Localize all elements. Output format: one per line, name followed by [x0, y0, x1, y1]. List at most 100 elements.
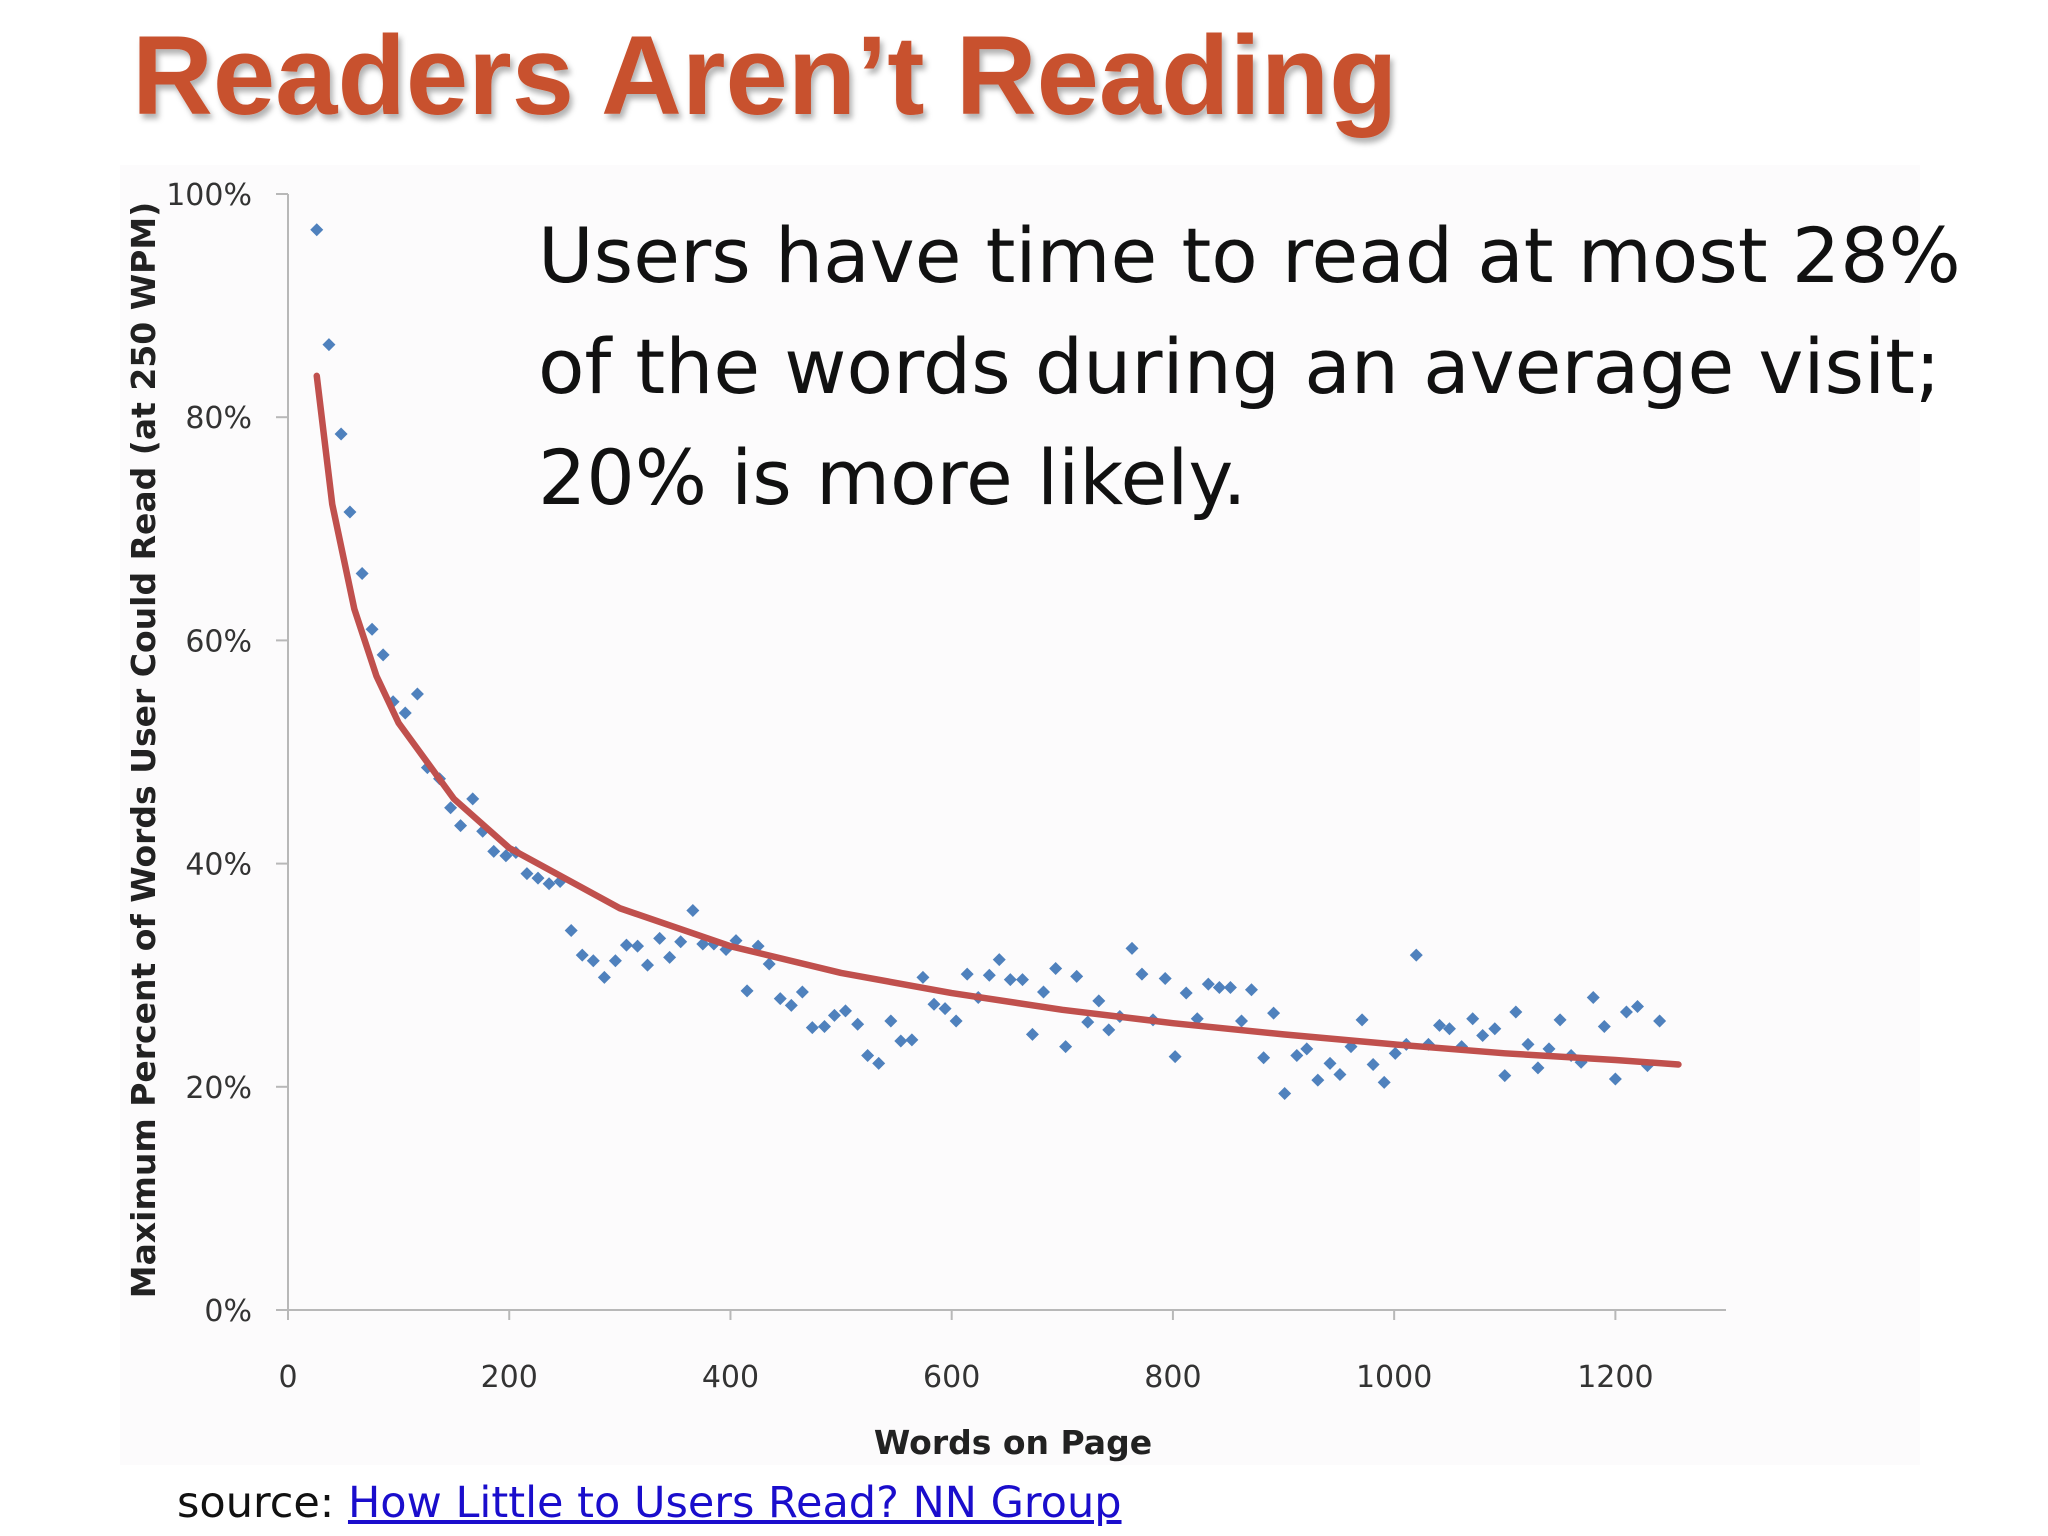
scatter-point: [1509, 1005, 1523, 1019]
annotation: of the words during an average visit;: [538, 322, 1941, 411]
scatter-point: [949, 1014, 963, 1028]
scatter-point: [1409, 948, 1423, 962]
scatter-point: [1190, 1012, 1204, 1026]
scatter-point: [1498, 1069, 1512, 1083]
scatter-point: [1311, 1073, 1325, 1087]
scatter-point: [653, 931, 667, 945]
scatter-point: [542, 877, 556, 891]
source-link[interactable]: How Little to Users Read? NN Group: [347, 1478, 1122, 1528]
source-prefix: source:: [177, 1478, 335, 1528]
scatter-point: [1476, 1028, 1490, 1042]
scatter-point: [586, 954, 600, 968]
scatter-point: [1521, 1037, 1535, 1051]
x-tick-label: 800: [1144, 1360, 1201, 1395]
annotation: Users have time to read at most 28%: [538, 211, 1961, 300]
scatter-point: [1619, 1005, 1633, 1019]
scatter-point: [894, 1034, 908, 1048]
scatter-point: [1290, 1049, 1304, 1063]
scatter-point: [487, 844, 501, 858]
scatter-point: [1531, 1061, 1545, 1075]
scatter-point: [398, 706, 412, 720]
scatter-point: [343, 505, 357, 519]
scatter-point: [740, 984, 754, 998]
y-tick-label: 40%: [185, 848, 252, 883]
scatter-point: [905, 1033, 919, 1047]
x-tick-label: 0: [278, 1360, 297, 1395]
y-tick-label: 0%: [204, 1294, 252, 1329]
scatter-point: [1433, 1018, 1447, 1032]
scatter-point: [444, 801, 458, 815]
scatter-point: [916, 970, 930, 984]
scatter-point: [608, 954, 622, 968]
scatter-point: [1092, 994, 1106, 1008]
y-tick-label: 100%: [166, 178, 252, 213]
y-axis-label: Maximum Percent of Words User Could Read…: [124, 202, 163, 1299]
scatter-point: [597, 970, 611, 984]
scatter-point: [355, 566, 369, 580]
scatter-point: [575, 948, 589, 962]
y-tick-label: 20%: [185, 1071, 252, 1106]
scatter-point: [839, 1004, 853, 1018]
scatter-point: [938, 1002, 952, 1016]
y-tick-label: 60%: [185, 624, 252, 659]
scatter-point: [1366, 1057, 1380, 1071]
scatter-point: [851, 1017, 865, 1031]
scatter-point: [1597, 1020, 1611, 1034]
scatter-point: [805, 1021, 819, 1035]
scatter-point: [1081, 1015, 1095, 1029]
scatter-point: [322, 338, 336, 352]
scatter-point: [454, 819, 468, 833]
plot-background: [120, 165, 1920, 1465]
scatter-point: [1542, 1042, 1556, 1056]
scatter-point: [861, 1049, 875, 1063]
scatter-point: [1158, 972, 1172, 986]
scatter-point: [365, 622, 379, 636]
x-tick-label: 200: [481, 1360, 538, 1395]
scatter-point: [1631, 999, 1645, 1013]
scatter-point: [1025, 1027, 1039, 1041]
trend-line: [313, 372, 1682, 1068]
scatter-point: [1388, 1046, 1402, 1060]
scatter-point: [641, 958, 654, 972]
annotation: 20% is more likely.: [538, 433, 1247, 522]
scatter-point: [1466, 1012, 1480, 1026]
scatter-point: [1257, 1051, 1271, 1065]
scatter-point: [773, 992, 787, 1006]
scatter-point: [1278, 1086, 1292, 1100]
scatter-point: [1102, 1023, 1116, 1037]
scatter-point: [992, 953, 1006, 967]
scatter-point: [1168, 1050, 1182, 1064]
scatter-point: [564, 924, 578, 938]
scatter-point: [1377, 1075, 1391, 1089]
source: source: How Little to Users Read? NN Gro…: [177, 1478, 1122, 1528]
scatter-point: [1244, 983, 1258, 997]
scatter-point: [334, 427, 348, 441]
scatter-point: [1267, 1006, 1281, 1020]
y-tick-label: 80%: [185, 401, 252, 436]
scatter-point: [1355, 1013, 1369, 1027]
scatter-point: [531, 871, 545, 885]
scatter-point: [884, 1014, 898, 1028]
scatter-point: [663, 950, 677, 964]
x-tick-label: 600: [923, 1360, 980, 1395]
scatter-point: [674, 935, 688, 949]
scatter-point: [466, 792, 480, 806]
scatter-point: [982, 968, 996, 982]
scatter-point: [1212, 980, 1226, 994]
scatter-point: [1488, 1022, 1502, 1036]
scatter-point: [795, 985, 809, 999]
scatter-point: [1333, 1068, 1347, 1082]
scatter-point: [1235, 1014, 1249, 1028]
chart: Readers Aren’t Reading Users have time t…: [120, 13, 1961, 1465]
scatter-point: [1179, 986, 1193, 1000]
scatter-point: [1059, 1040, 1073, 1054]
x-tick-label: 400: [702, 1360, 759, 1395]
scatter-point: [410, 687, 424, 701]
scatter-point: [817, 1020, 831, 1034]
scatter-point: [1049, 962, 1063, 976]
chart-title: Readers Aren’t Reading: [132, 13, 1398, 138]
x-tick-label: 1000: [1356, 1360, 1432, 1395]
scatter-point: [376, 648, 390, 662]
scatter-point: [499, 849, 513, 863]
